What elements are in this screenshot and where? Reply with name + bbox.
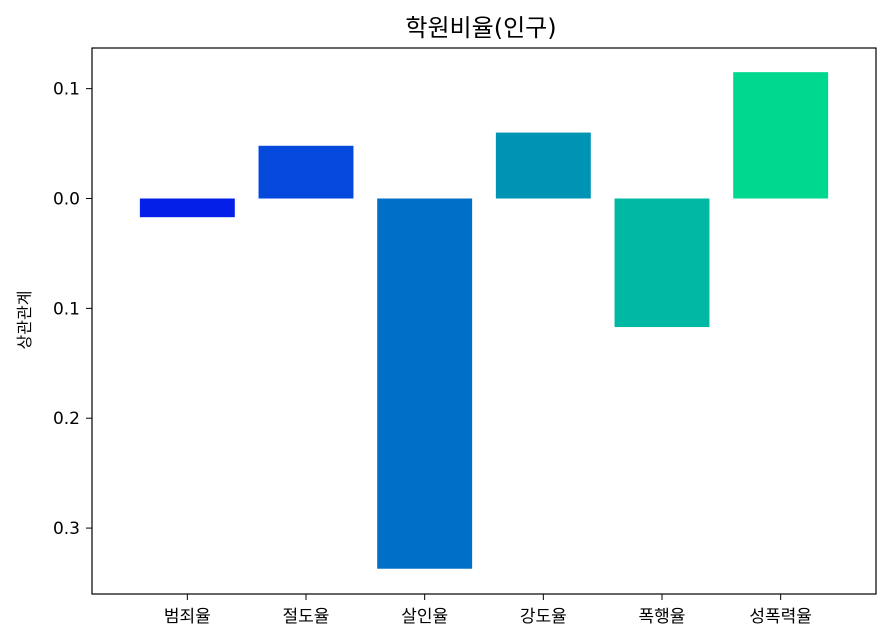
bar-3 [377,198,473,569]
chart-title: 학원비율(인구) [405,14,556,42]
bar-2 [258,145,354,199]
y-tick-label: 0.2 [53,409,80,429]
x-tick-label: 살인율 [401,607,448,627]
bar-4 [495,132,591,199]
y-tick-label: 0.3 [53,519,80,539]
x-tick-label: 절도율 [283,607,330,627]
x-tick-label: 성폭력율 [749,607,812,627]
y-axis-label: 상관관계 [15,291,34,350]
y-tick-label: 0.1 [53,80,80,100]
x-axis-ticks: 범죄율 절도율 살인율 강도율 폭행율 성폭력율 [164,594,812,627]
x-tick-label: 강도율 [520,607,567,627]
plot-frame [91,47,877,595]
y-axis-ticks: 0.1 0.0 0.1 0.2 0.3 [53,80,92,539]
bars [139,72,829,569]
bar-1 [139,198,235,218]
x-tick-label: 범죄율 [164,607,211,627]
y-tick-label: 0.0 [53,190,80,210]
bar-5 [614,198,710,328]
y-tick-label: 0.1 [53,299,80,319]
bar-6 [733,72,829,199]
x-tick-label: 폭행율 [639,607,686,627]
